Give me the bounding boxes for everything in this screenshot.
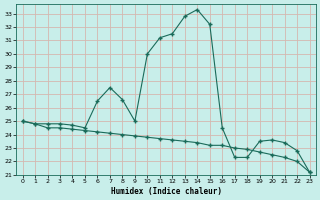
X-axis label: Humidex (Indice chaleur): Humidex (Indice chaleur)	[111, 187, 221, 196]
